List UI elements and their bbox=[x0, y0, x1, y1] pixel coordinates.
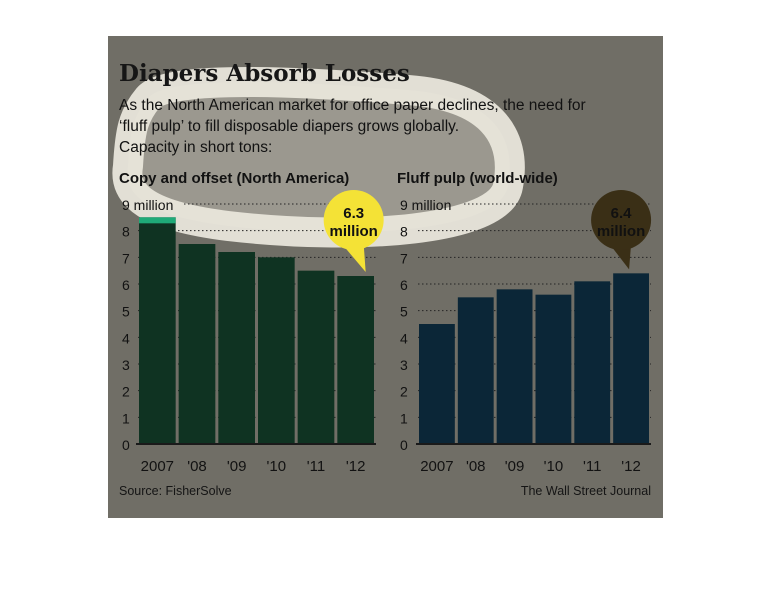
y-tick-label: 9 million bbox=[400, 197, 451, 213]
publisher-credit: The Wall Street Journal bbox=[520, 484, 651, 498]
callout-bubble bbox=[591, 190, 652, 250]
y-tick-label: 2 bbox=[122, 384, 130, 400]
x-tick-label: '12 bbox=[621, 458, 641, 475]
x-tick-label: '10 bbox=[267, 458, 287, 475]
x-tick-label: '08 bbox=[187, 458, 207, 475]
bar bbox=[613, 273, 649, 444]
y-tick-label: 4 bbox=[400, 330, 408, 346]
x-tick-label: '10 bbox=[544, 458, 564, 475]
chart-panel: Diapers Absorb Losses As the North Ameri… bbox=[108, 36, 663, 518]
chart-subtitle: As the North American market for office … bbox=[119, 95, 659, 158]
right-bar-chart: 0 1 2 3 4 5 6 7 8 9 million 2007 '08 '09 '10 '11 '12 6.4… bbox=[400, 190, 652, 475]
bar-highlight bbox=[139, 217, 176, 224]
bar bbox=[258, 257, 295, 444]
y-tick-label: 8 bbox=[122, 224, 130, 240]
bar bbox=[535, 294, 572, 444]
highlight-glow bbox=[112, 67, 525, 248]
callout-unit: million bbox=[597, 223, 645, 240]
subtitle-line: Capacity in short tons: bbox=[119, 139, 273, 156]
callout-bubble bbox=[323, 190, 384, 250]
y-tick-label: 8 bbox=[400, 224, 408, 240]
bar bbox=[297, 270, 335, 444]
callout-value: 6.3 bbox=[343, 205, 364, 222]
y-tick-label: 6 bbox=[400, 277, 408, 293]
y-tick-label: 4 bbox=[122, 330, 130, 346]
x-tick-label: '08 bbox=[466, 458, 486, 475]
y-tick-label: 7 bbox=[122, 250, 130, 266]
y-tick-label: 3 bbox=[122, 357, 130, 373]
left-bar-chart: 0 1 2 3 4 5 6 7 8 9 million 2007 '08 '09 '10 '11 '12 6.3… bbox=[122, 190, 384, 475]
x-tick-label: '09 bbox=[227, 458, 247, 475]
callout-value: 6.4 bbox=[611, 205, 633, 222]
y-tick-label: 1 bbox=[122, 410, 130, 426]
bar bbox=[178, 244, 216, 444]
y-tick-label: 5 bbox=[122, 304, 130, 320]
bar bbox=[139, 217, 176, 444]
subtitle-line: ‘fluff pulp’ to fill disposable diapers … bbox=[119, 118, 460, 135]
x-tick-label: '12 bbox=[346, 458, 366, 475]
chart-title: Diapers Absorb Losses bbox=[119, 60, 410, 87]
y-tick-label: 5 bbox=[400, 304, 408, 320]
y-tick-label: 6 bbox=[122, 277, 130, 293]
y-tick-label: 9 million bbox=[122, 197, 173, 213]
callout-unit: million bbox=[329, 223, 377, 240]
bar bbox=[337, 276, 374, 444]
y-tick-label: 2 bbox=[400, 384, 408, 400]
y-tick-label: 0 bbox=[400, 437, 408, 453]
subtitle-line: As the North American market for office … bbox=[119, 97, 586, 114]
x-tick-label: '11 bbox=[307, 458, 325, 475]
bar bbox=[457, 297, 494, 444]
y-tick-label: 1 bbox=[400, 410, 408, 426]
source-note: Source: FisherSolve bbox=[119, 484, 232, 498]
x-tick-label: '11 bbox=[583, 458, 601, 475]
bar bbox=[574, 281, 611, 444]
bar bbox=[419, 324, 455, 444]
bar bbox=[218, 252, 255, 444]
callout-pointer bbox=[343, 244, 366, 272]
left-chart-title: Copy and offset (North America) bbox=[119, 170, 350, 187]
y-tick-label: 0 bbox=[122, 437, 130, 453]
x-tick-label: 2007 bbox=[420, 458, 453, 475]
bar bbox=[496, 289, 533, 444]
x-tick-label: '09 bbox=[505, 458, 525, 475]
callout-pointer bbox=[611, 244, 632, 270]
y-tick-label: 3 bbox=[400, 357, 408, 373]
right-chart-title: Fluff pulp (world-wide) bbox=[397, 170, 558, 187]
y-tick-label: 7 bbox=[400, 250, 408, 266]
x-tick-label: 2007 bbox=[141, 458, 174, 475]
